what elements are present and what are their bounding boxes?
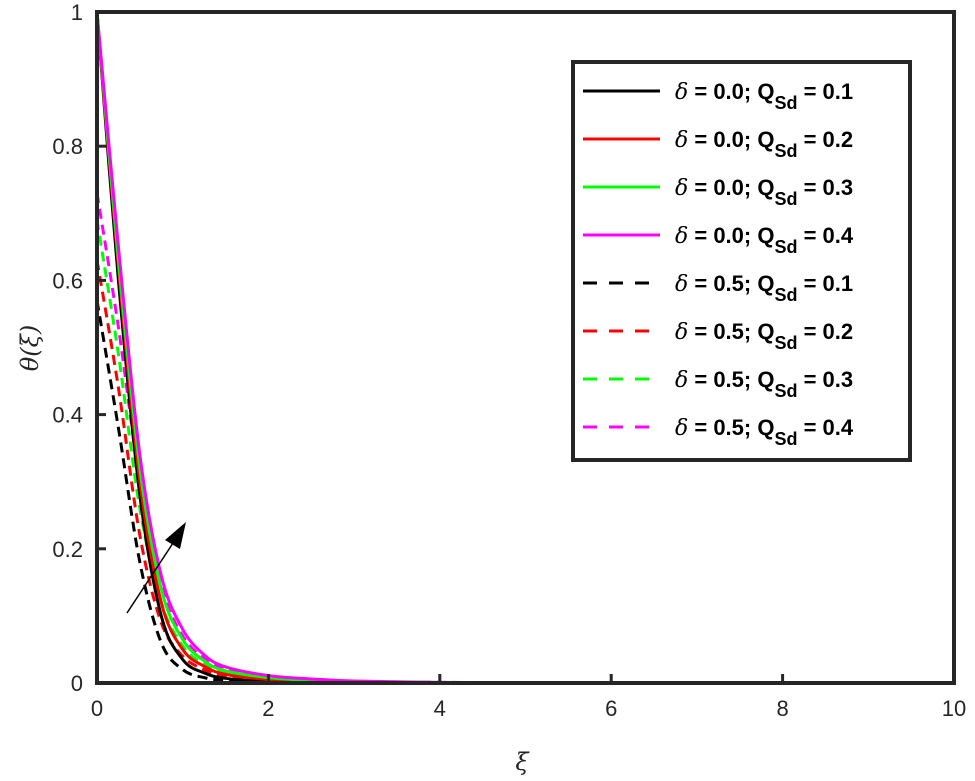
y-axis-label: θ(ξ) (16, 325, 44, 371)
x-tick-label: 4 (434, 696, 446, 721)
x-tick-label: 0 (91, 696, 103, 721)
x-tick-label: 6 (605, 696, 617, 721)
y-tick-label: 0.2 (52, 537, 83, 562)
y-tick-label: 0 (71, 671, 83, 696)
legend-entry-label: δ = 0.0; QSd = 0.3 (675, 175, 853, 209)
legend-entry-label: δ = 0.0; QSd = 0.2 (675, 127, 853, 161)
legend-entry-label: δ = 0.5; QSd = 0.2 (675, 319, 853, 353)
legend-entry-label: δ = 0.0; QSd = 0.4 (675, 223, 854, 257)
x-axis-label: ξ (515, 748, 530, 776)
y-tick-label: 0.8 (52, 134, 83, 159)
x-tick-label: 10 (942, 696, 966, 721)
axis-ticks: 0 2 4 6 8 10 0 0.2 0.4 0.6 0.8 1 (52, 0, 966, 721)
y-tick-label: 1 (71, 0, 83, 25)
x-tick-label: 2 (262, 696, 274, 721)
legend-entry-label: δ = 0.5; QSd = 0.1 (675, 271, 853, 305)
legend-entry-label: δ = 0.0; QSd = 0.1 (675, 79, 853, 113)
plot-frame (95, 10, 956, 685)
legend-entry-label: δ = 0.5; QSd = 0.4 (675, 415, 854, 449)
y-tick-label: 0.6 (52, 268, 83, 293)
y-tick-label: 0.4 (52, 403, 83, 428)
legend-entry-label: δ = 0.5; QSd = 0.3 (675, 367, 853, 401)
legend: δ = 0.0; QSd = 0.1 δ = 0.0; QSd = 0.2 δ = … (571, 60, 912, 462)
legend-box (571, 60, 912, 462)
x-tick-label: 8 (776, 696, 788, 721)
trend-arrow (126, 522, 186, 614)
